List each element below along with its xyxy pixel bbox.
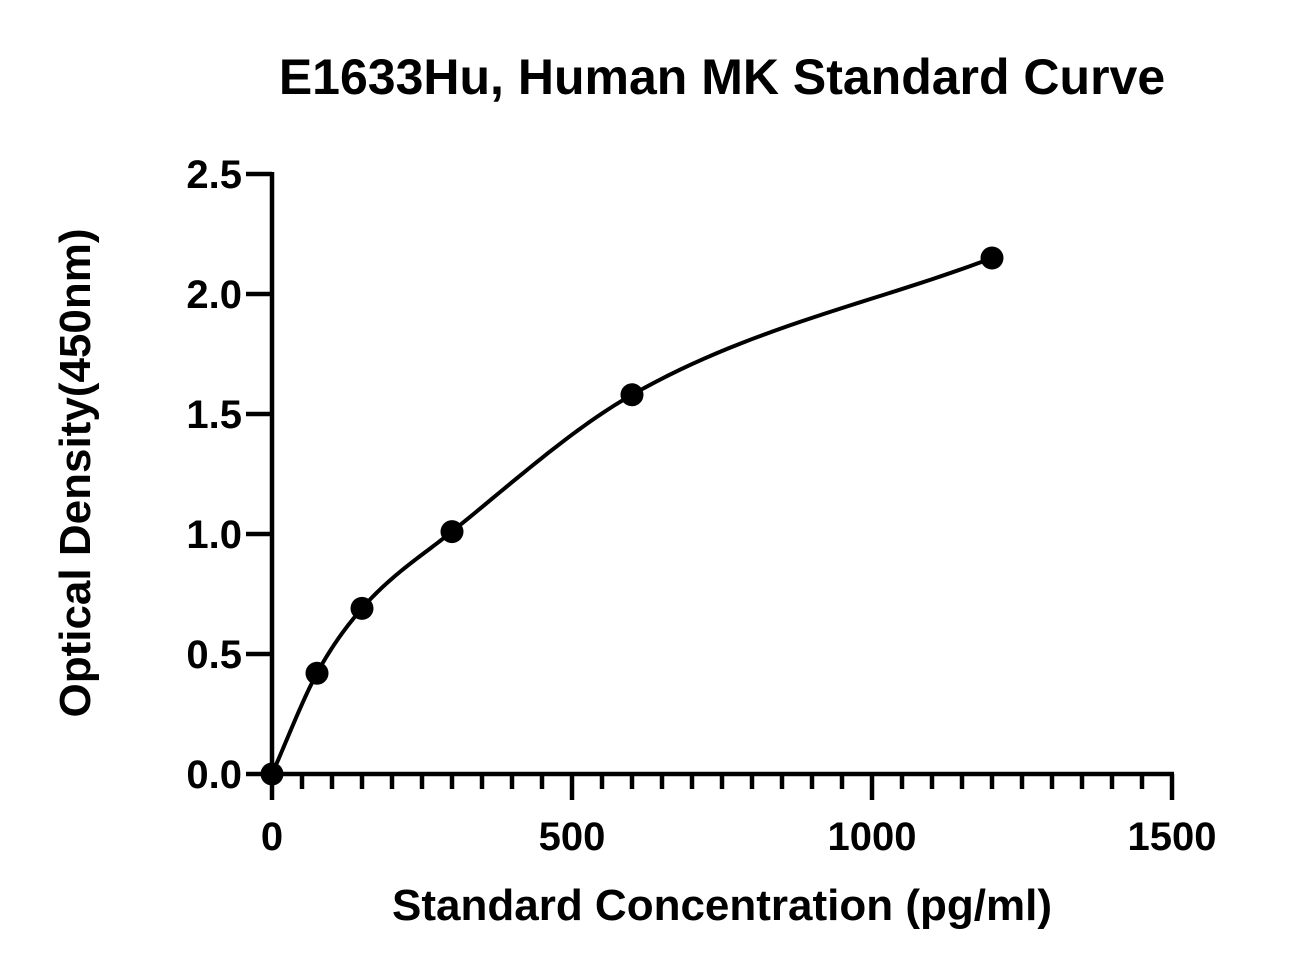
data-point-3: [440, 520, 464, 544]
x-tick-label-0: 0: [261, 815, 283, 859]
fit-curve-layer: [270, 256, 993, 775]
y-axis-label: Optical Density(450nm): [51, 228, 100, 717]
chart-title: E1633Hu, Human MK Standard Curve: [279, 49, 1165, 105]
y-tick-label-5: 2.5: [186, 153, 242, 197]
fit-curve-0: [270, 256, 993, 775]
y-tick-label-2: 1.0: [186, 513, 242, 557]
data-point-2: [350, 596, 374, 620]
y-tick-label-0: 0.0: [186, 753, 242, 797]
axes: [269, 172, 1174, 777]
data-point-1: [305, 661, 329, 685]
y-tick-label-4: 2.0: [186, 273, 242, 317]
x-tick-label-3: 1500: [1128, 815, 1217, 859]
ticks: 0.0 0.5 1.0 1.5 2.0 2.5 0 500 1000 1500: [186, 153, 1216, 859]
x-tick-label-1: 500: [539, 815, 606, 859]
y-tick-label-3: 1.5: [186, 393, 242, 437]
data-point-4: [620, 383, 644, 407]
x-tick-label-2: 1000: [828, 815, 917, 859]
data-points: [260, 246, 1004, 786]
y-tick-label-1: 0.5: [186, 633, 242, 677]
data-point-5: [980, 246, 1004, 270]
x-axis-label: Standard Concentration (pg/ml): [392, 881, 1052, 930]
data-point-0: [260, 762, 284, 786]
